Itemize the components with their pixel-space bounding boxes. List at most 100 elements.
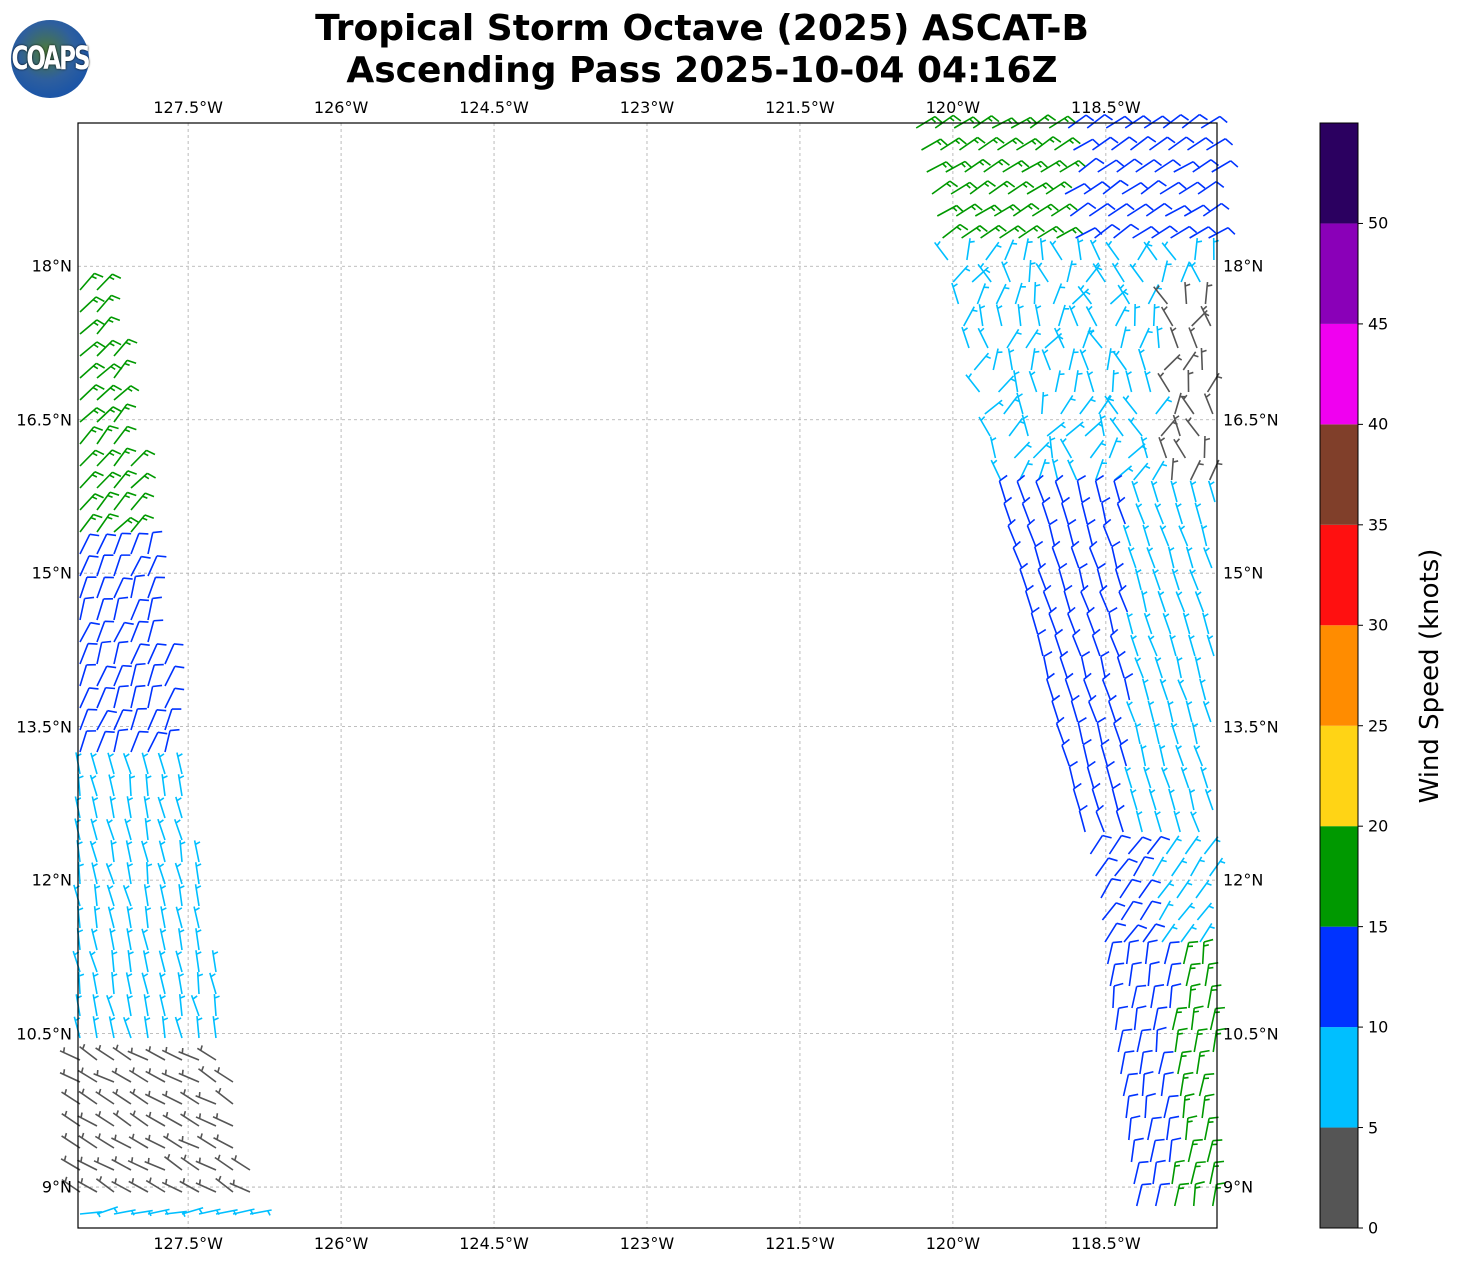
wind-barb xyxy=(1073,138,1101,151)
wind-barb xyxy=(1129,136,1157,151)
wind-barb xyxy=(1190,1161,1206,1185)
wind-barb xyxy=(111,972,118,995)
wind-barb xyxy=(1171,1159,1185,1185)
wind-barb xyxy=(214,1067,234,1083)
wind-barb xyxy=(1203,836,1221,855)
wind-barb xyxy=(145,1046,166,1061)
wind-barb xyxy=(157,752,166,775)
wind-barb xyxy=(113,640,129,665)
wind-barb xyxy=(147,709,167,731)
wind-barb xyxy=(1026,518,1037,547)
wind-barb xyxy=(126,906,133,929)
wind-barb xyxy=(1209,857,1226,877)
wind-barb xyxy=(113,516,140,533)
wind-barb xyxy=(1118,584,1129,613)
lat-label-left: 9°N xyxy=(41,1177,72,1197)
wind-barb xyxy=(129,1088,149,1105)
wind-barb xyxy=(1007,348,1015,371)
wind-barb xyxy=(1012,540,1023,569)
wind-barb xyxy=(1107,203,1135,217)
wind-barb xyxy=(90,752,98,775)
wind-barb xyxy=(1045,181,1073,195)
wind-barb xyxy=(1176,656,1183,679)
wind-barb xyxy=(1203,547,1213,569)
wind-barb xyxy=(1048,518,1058,547)
wind-barb xyxy=(1158,436,1168,459)
wind-barb xyxy=(1180,394,1195,415)
wind-barb xyxy=(1150,480,1159,503)
wind-barb xyxy=(161,1016,169,1039)
wind-barb xyxy=(1050,203,1078,217)
wind-barb xyxy=(1094,223,1121,239)
lat-label-right: 15°N xyxy=(1223,563,1264,583)
wind-barb xyxy=(1121,182,1149,195)
wind-barb xyxy=(106,994,115,1017)
wind-barb xyxy=(1139,1049,1153,1075)
wind-barb xyxy=(1187,369,1194,393)
wind-barb xyxy=(1107,694,1117,723)
wind-barb xyxy=(963,306,978,327)
wind-barb xyxy=(1171,1006,1188,1031)
wind-barb xyxy=(999,225,1026,239)
wind-barb xyxy=(1003,496,1013,525)
wind-barb xyxy=(93,884,101,907)
wind-barb xyxy=(78,1132,98,1149)
wind-barb xyxy=(96,449,122,467)
wind-barb xyxy=(161,1090,183,1105)
wind-barb xyxy=(195,950,202,973)
wind-barb xyxy=(1016,392,1024,415)
wind-barb xyxy=(113,425,137,445)
wind-barb xyxy=(89,840,98,863)
wind-barb xyxy=(997,375,1016,393)
wind-barb xyxy=(1037,458,1050,481)
wind-barb xyxy=(1122,1072,1138,1097)
colorbar-segment xyxy=(1320,625,1358,726)
lon-label-top: 126°W xyxy=(313,98,369,117)
wind-barb xyxy=(144,906,152,929)
wind-barb xyxy=(159,884,167,907)
wind-barb xyxy=(1193,1028,1208,1053)
wind-barb xyxy=(213,1134,234,1149)
wind-barb xyxy=(1196,902,1214,921)
wind-barb xyxy=(79,493,104,511)
wind-barb xyxy=(1039,238,1047,261)
colorbar-tick-label: 50 xyxy=(1368,213,1389,233)
wind-barb xyxy=(1077,284,1093,305)
wind-barb xyxy=(61,1132,81,1149)
wind-barb xyxy=(90,818,98,841)
wind-barb xyxy=(1096,716,1106,745)
wind-barb xyxy=(1182,612,1191,635)
lon-label-bottom: 121.5°W xyxy=(765,1234,835,1253)
wind-barb xyxy=(144,818,152,841)
wind-barb xyxy=(1037,562,1047,591)
wind-barb xyxy=(1115,306,1130,327)
wind-barb xyxy=(113,470,137,489)
wind-barb xyxy=(1194,502,1203,525)
wind-barb xyxy=(126,994,133,1017)
wind-barb xyxy=(142,950,150,973)
wind-barb xyxy=(1190,811,1200,833)
wind-barb xyxy=(1127,546,1137,569)
wind-barb xyxy=(1016,474,1026,503)
wind-barb xyxy=(1187,1138,1203,1163)
wind-barb xyxy=(1041,496,1051,525)
wind-barb xyxy=(211,950,219,973)
wind-barb xyxy=(1188,634,1196,657)
wind-barb xyxy=(951,282,960,305)
wind-barb xyxy=(1083,181,1111,195)
wind-barb xyxy=(96,640,112,665)
wind-barb xyxy=(147,530,163,555)
wind-barb xyxy=(75,752,82,775)
wind-barb xyxy=(111,1156,132,1171)
wind-barb xyxy=(1087,329,1103,349)
wind-barb xyxy=(1181,113,1208,129)
wind-barb xyxy=(1197,180,1225,195)
wind-barb xyxy=(177,972,184,995)
wind-barb xyxy=(1154,1182,1171,1207)
wind-barb xyxy=(145,1177,166,1193)
wind-barb xyxy=(1013,370,1020,393)
wind-barb xyxy=(164,708,182,731)
wind-barb xyxy=(112,1088,132,1105)
wind-barb xyxy=(1099,584,1110,613)
wind-barb xyxy=(109,796,116,819)
